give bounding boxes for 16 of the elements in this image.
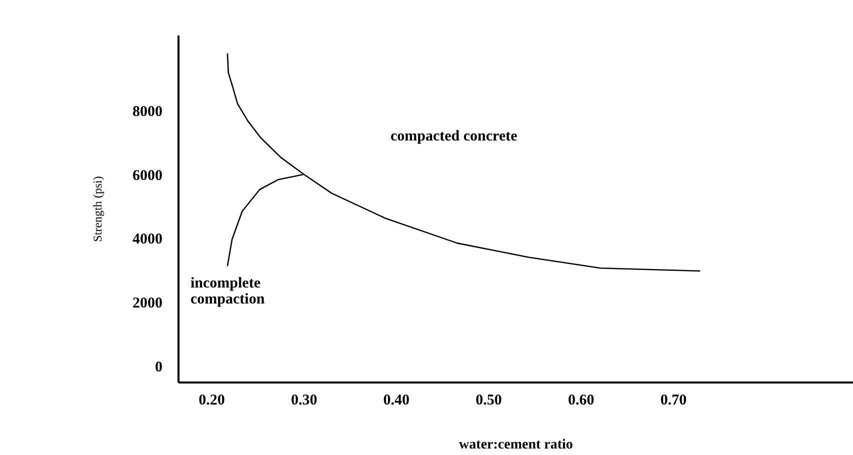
x-tick-label: 0.60 bbox=[568, 392, 594, 408]
y-tick-label: 0 bbox=[155, 360, 162, 376]
annotation: incomplete compaction bbox=[190, 276, 266, 308]
line-series bbox=[226, 52, 701, 272]
x-tick-label: 0.30 bbox=[290, 392, 318, 408]
x-tick-label: 0.20 bbox=[198, 392, 225, 408]
y-axis-title: Strength (psi) bbox=[90, 176, 104, 242]
y-tick-label: 8000 bbox=[132, 104, 162, 120]
annotation: compacted concrete bbox=[390, 128, 518, 144]
x-axis-title: water:cement ratio bbox=[459, 438, 573, 452]
x-tick-label: 0.50 bbox=[476, 392, 502, 408]
y-tick-label: 2000 bbox=[132, 296, 162, 312]
x-tick-label: 0.40 bbox=[383, 392, 410, 408]
x-tick-label: 0.70 bbox=[660, 392, 687, 408]
y-tick-label: 6000 bbox=[132, 168, 162, 184]
y-tick-label: 4000 bbox=[132, 232, 162, 248]
